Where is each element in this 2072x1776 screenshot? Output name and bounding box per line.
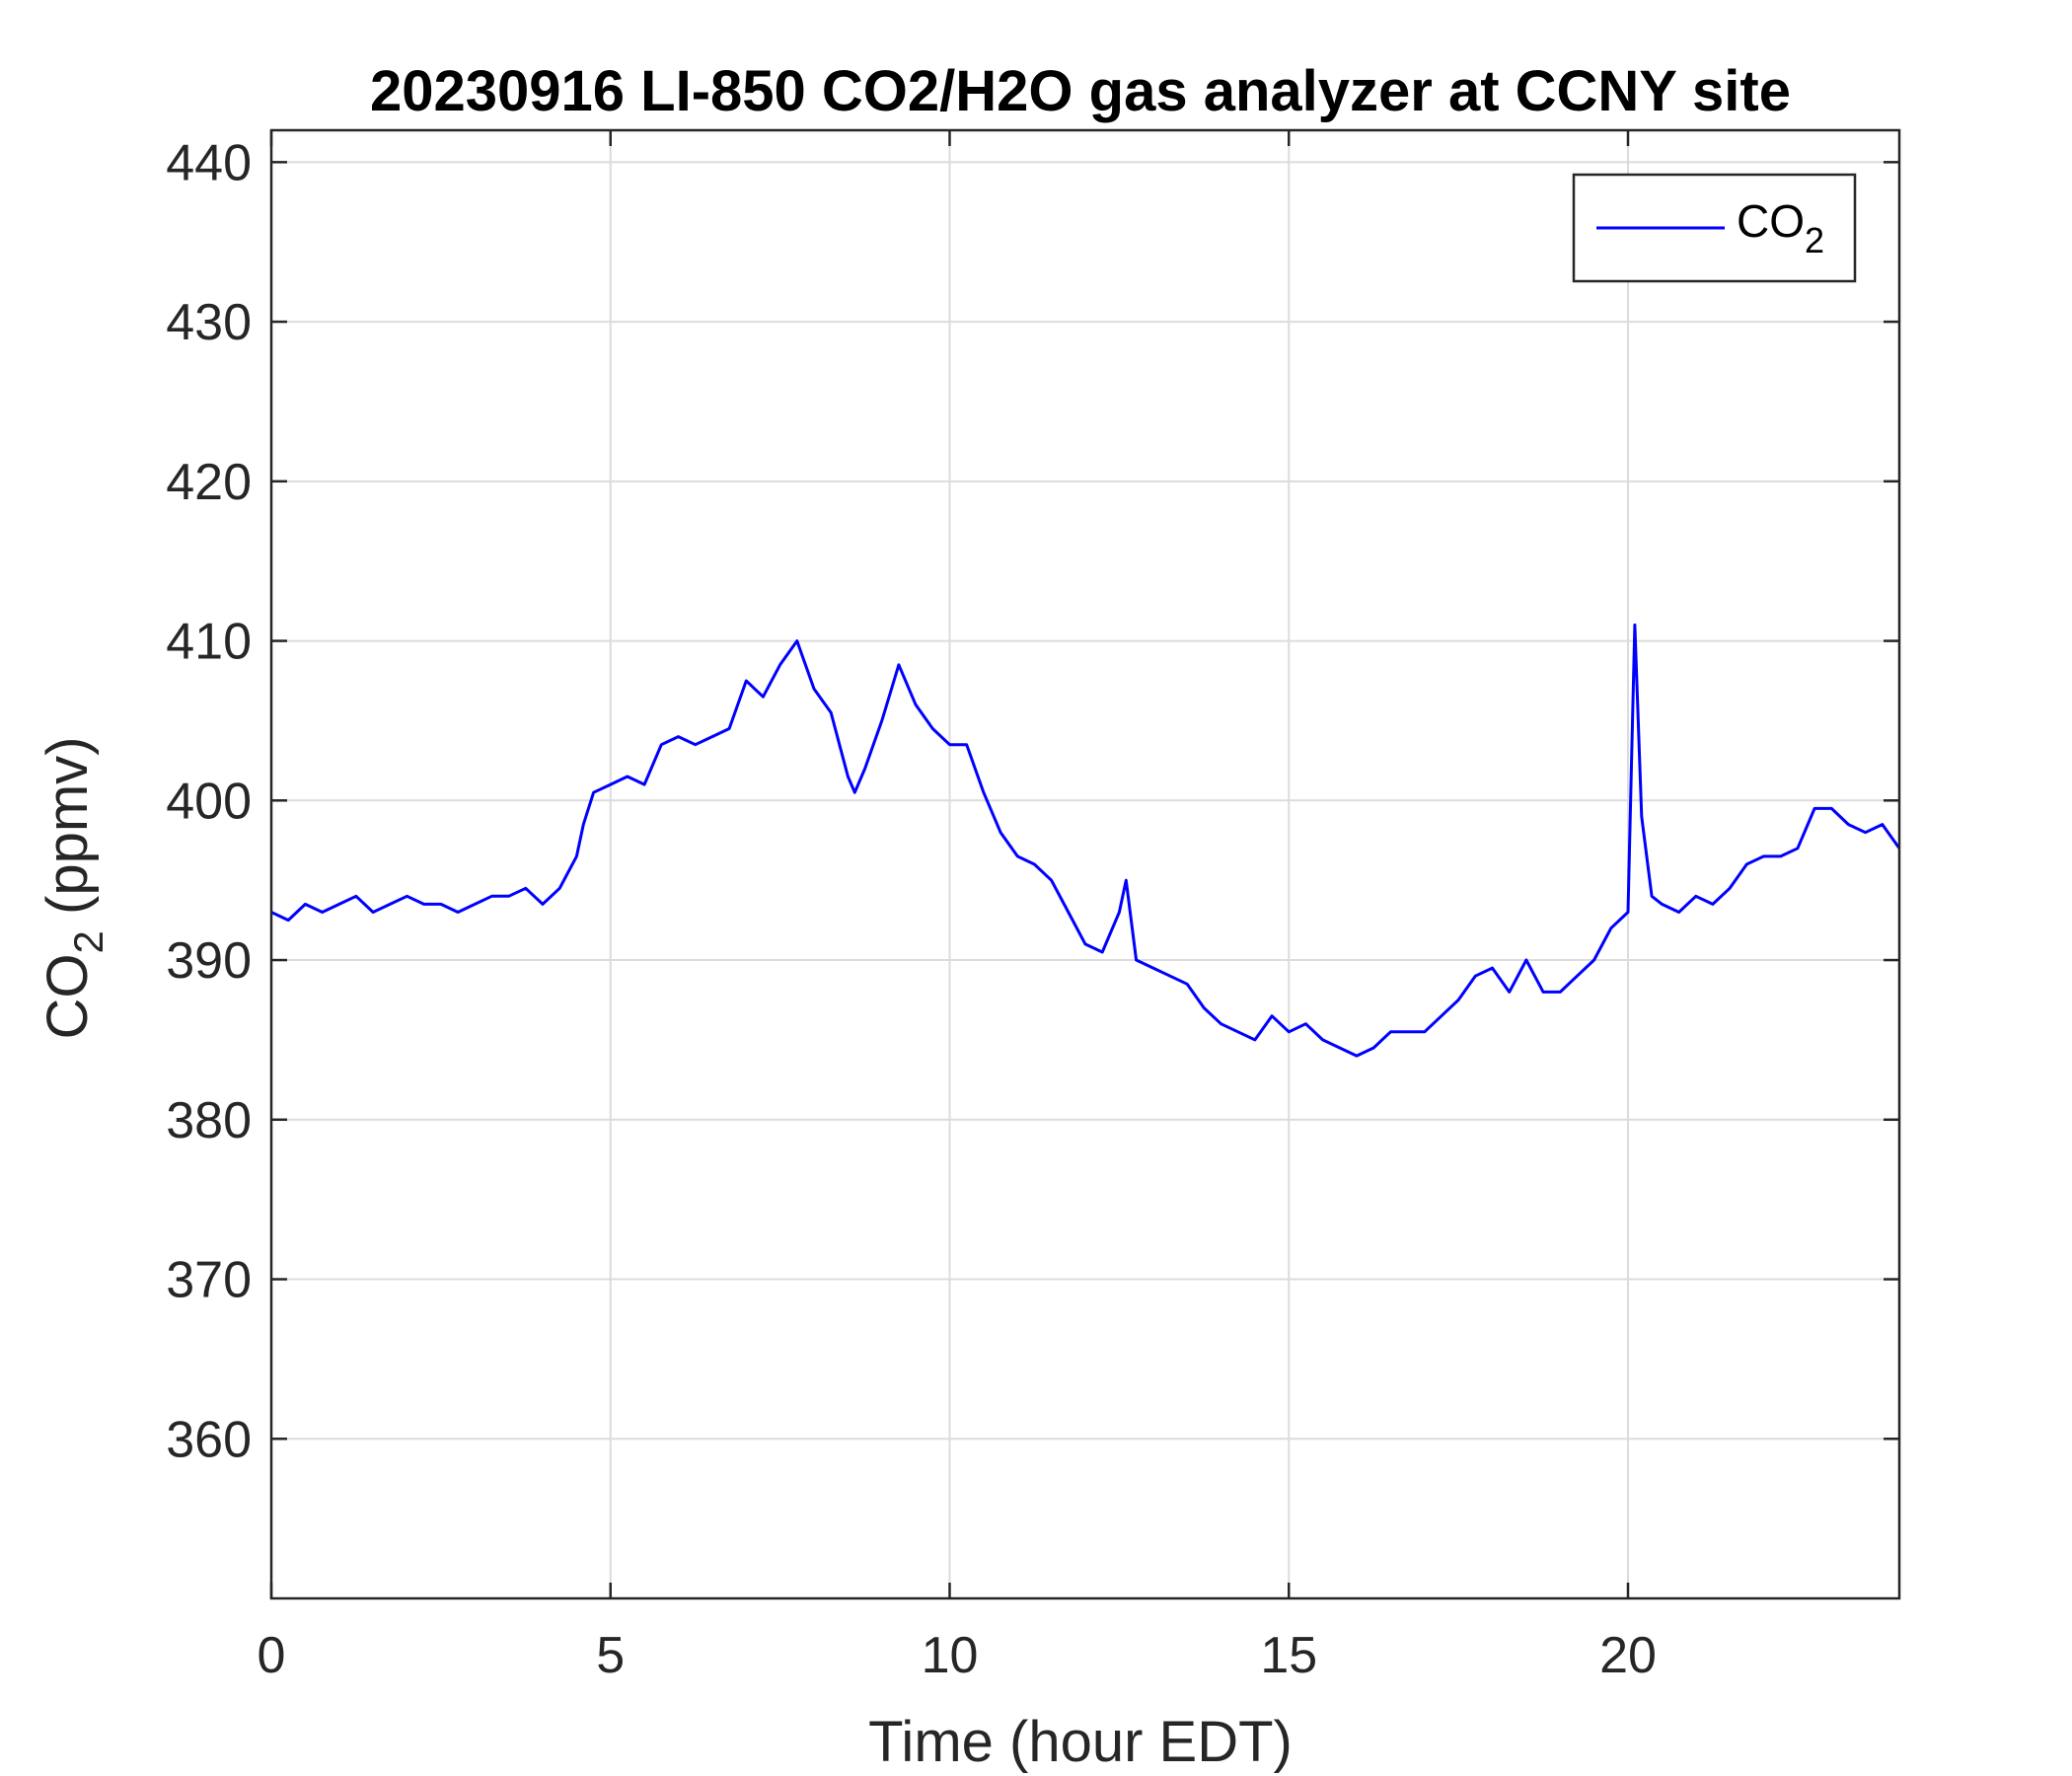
y-axis-label-unit: (ppmv) (36, 737, 100, 931)
y-tick-label: 410 (166, 614, 252, 671)
x-tick-label: 10 (922, 1627, 979, 1684)
x-axis-label: Time (hour EDT) (868, 1710, 1293, 1774)
series-line-co2 (270, 623, 1901, 1058)
y-axis-label: CO2 (ppmv) (36, 737, 111, 1040)
y-tick-label: 380 (166, 1092, 252, 1149)
x-tick-label: 0 (258, 1627, 286, 1684)
chart-title: 20230916 LI-850 CO2/H2O gas analyzer at … (370, 59, 1791, 123)
y-tick-label: 400 (166, 773, 252, 830)
x-tick-labels: 0 5 10 15 20 (258, 1627, 1657, 1684)
x-tick-label: 5 (596, 1627, 625, 1684)
plot-frame (269, 128, 1901, 1600)
y-axis-label-base: CO (36, 953, 100, 1039)
tick-marks (269, 130, 1899, 1598)
y-tick-labels: 360 370 380 390 400 410 420 430 440 (166, 134, 252, 1468)
x-tick-label: 20 (1599, 1627, 1657, 1684)
y-tick-label: 360 (166, 1411, 252, 1468)
y-tick-label: 430 (166, 294, 252, 351)
y-tick-label: 370 (166, 1252, 252, 1309)
grid-lines (270, 130, 1899, 1598)
y-tick-label: 390 (166, 932, 252, 990)
series-layer (270, 623, 1901, 1058)
y-axis-label-subscript: 2 (65, 930, 111, 953)
legend-label-base: CO (1737, 195, 1805, 247)
legend-label: CO2 (1737, 195, 1824, 260)
y-tick-label: 440 (166, 134, 252, 191)
y-tick-label: 420 (166, 454, 252, 511)
x-tick-label: 15 (1260, 1627, 1317, 1684)
legend-label-subscript: 2 (1805, 220, 1824, 260)
legend: CO2 (1572, 173, 1857, 283)
